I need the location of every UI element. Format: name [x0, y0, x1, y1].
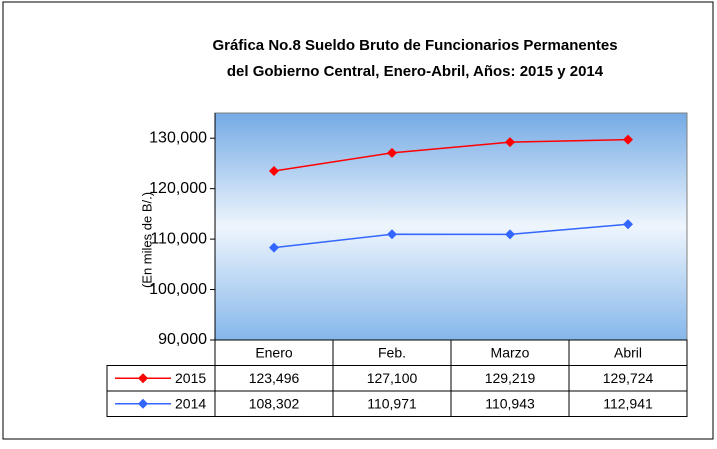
series-line	[273, 223, 629, 249]
table-value: 108,302	[249, 395, 300, 411]
chart-title: Gráfica No.8 Sueldo Bruto de Funcionario…	[212, 37, 617, 54]
point	[387, 147, 397, 158]
table-value: 129,219	[485, 370, 536, 386]
point	[505, 229, 515, 240]
point	[505, 137, 515, 148]
y-tick-label: 90,000	[158, 331, 207, 348]
y-tick-label: 120,000	[149, 180, 207, 197]
x-tick-label: Enero	[255, 344, 293, 360]
point	[269, 242, 279, 253]
y-tick-label: 110,000	[150, 230, 207, 247]
table-value: 112,941	[603, 395, 653, 411]
x-tick-label: Abril	[614, 344, 642, 360]
point	[269, 166, 279, 177]
x-tick-label: Marzo	[491, 344, 530, 360]
chart-title: del Gobierno Central, Enero-Abril, Años:…	[227, 63, 604, 80]
legend-marker	[138, 373, 148, 384]
legend-label: 2014	[175, 395, 206, 411]
y-tick-label: 100,000	[149, 281, 207, 298]
table-value: 123,496	[249, 370, 300, 386]
point	[623, 134, 633, 145]
y-axis-label: (En miles de B/.)	[139, 192, 154, 288]
table-value: 110,971	[367, 395, 417, 411]
x-tick-label: Feb.	[378, 344, 406, 360]
legend-label: 2015	[175, 370, 206, 386]
table-value: 129,724	[603, 370, 654, 386]
point	[387, 229, 397, 240]
legend-marker	[138, 398, 148, 409]
table-value: 110,943	[485, 395, 535, 411]
table-value: 127,100	[367, 370, 418, 386]
series-line	[273, 138, 629, 172]
y-tick-label: 130,000	[149, 129, 207, 146]
point	[623, 219, 633, 230]
